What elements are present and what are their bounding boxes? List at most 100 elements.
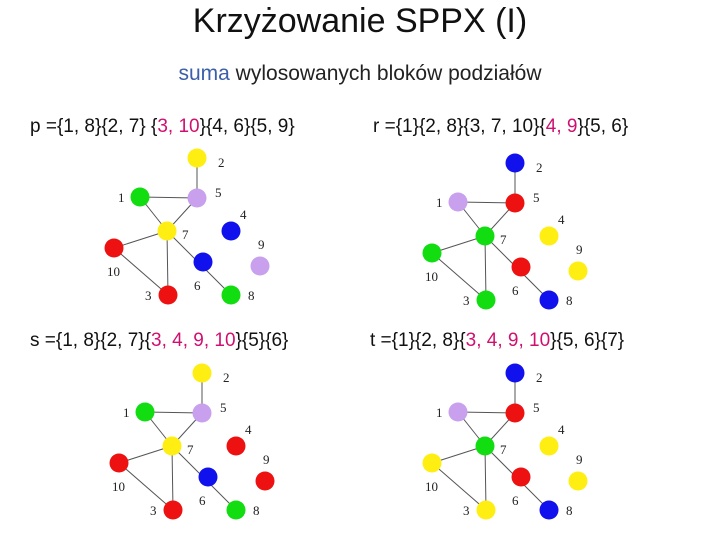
node-5 (505, 193, 525, 213)
label-r-highlight: 4, 9 (545, 116, 578, 137)
subtitle-rest: wylosowanych bloków podziałów (229, 62, 542, 85)
node-2 (505, 153, 525, 173)
node-3 (476, 500, 496, 520)
node-label-4: 4 (558, 212, 565, 227)
node-label-2: 2 (536, 370, 543, 385)
node-label-9: 9 (576, 242, 583, 257)
page-title: Krzyżowanie SPPX (I) (192, 2, 528, 40)
node-label-3: 3 (150, 503, 157, 518)
node-label-8: 8 (566, 503, 573, 518)
node-label-4: 4 (240, 207, 247, 222)
label-r: r ={1}{2, 8}{3, 7, 10}{4, 9}{5, 6} (373, 116, 628, 138)
edge-1-5 (144, 411, 203, 414)
node-9 (568, 471, 588, 491)
node-label-10: 10 (425, 479, 438, 494)
node-6 (511, 257, 531, 277)
node-2 (192, 363, 212, 383)
node-3 (163, 500, 183, 520)
node-label-5: 5 (533, 400, 540, 415)
edge-7-3 (166, 230, 169, 296)
node-label-7: 7 (500, 442, 507, 457)
node-4 (221, 221, 241, 241)
node-label-1: 1 (123, 405, 130, 420)
label-p-pre: p ={1, 8}{2, 7} { (30, 116, 158, 137)
node-7 (157, 221, 177, 241)
label-r-pre: r ={1}{2, 8}{3, 7, 10}{ (373, 116, 546, 137)
node-10 (104, 238, 124, 258)
node-7 (162, 436, 182, 456)
subtitle-accent: suma (178, 62, 230, 85)
edge-10-3 (113, 247, 169, 296)
edge-1-5 (457, 201, 516, 204)
label-s: s ={1, 8}{2, 7}{3, 4, 9, 10}{5}{6} (30, 330, 288, 352)
node-label-10: 10 (425, 269, 438, 284)
node-label-7: 7 (182, 227, 189, 242)
node-7 (475, 226, 495, 246)
page-subtitle: suma wylosowanych bloków podziałów (0, 62, 720, 86)
graph-s: 1 2 3 4 5 6 7 8 9 10 (109, 363, 275, 520)
node-10 (422, 243, 442, 263)
node-4 (539, 436, 559, 456)
node-8 (226, 500, 246, 520)
label-s-pre: s ={1, 8}{2, 7}{ (30, 330, 151, 351)
node-label-2: 2 (223, 370, 230, 385)
node-9 (568, 261, 588, 281)
node-6 (198, 467, 218, 487)
node-label-6: 6 (199, 493, 206, 508)
node-8 (221, 285, 241, 305)
edge-10-3 (118, 462, 174, 511)
node-7 (475, 436, 495, 456)
node-label-4: 4 (245, 422, 252, 437)
node-label-1: 1 (436, 405, 443, 420)
edge-7-3 (484, 235, 487, 301)
node-10 (422, 453, 442, 473)
node-label-3: 3 (463, 503, 470, 518)
node-label-8: 8 (248, 288, 255, 303)
label-p: p ={1, 8}{2, 7} {3, 10}{4, 6}{5, 9} (30, 116, 295, 138)
node-label-5: 5 (220, 400, 227, 415)
node-label-9: 9 (258, 237, 265, 252)
node-label-3: 3 (463, 293, 470, 308)
node-3 (158, 285, 178, 305)
node-label-5: 5 (215, 185, 222, 200)
node-label-7: 7 (500, 232, 507, 247)
node-1 (448, 402, 468, 422)
node-5 (187, 188, 207, 208)
label-r-post: }{5, 6} (577, 116, 629, 137)
node-label-9: 9 (263, 452, 270, 467)
node-6 (193, 252, 213, 272)
node-label-2: 2 (536, 160, 543, 175)
graph-r: 1 2 3 4 5 6 7 8 9 10 (422, 153, 588, 310)
node-label-6: 6 (194, 278, 201, 293)
node-9 (250, 256, 270, 276)
node-5 (505, 403, 525, 423)
node-label-10: 10 (107, 264, 120, 279)
node-10 (109, 453, 129, 473)
label-s-highlight: 3, 4, 9, 10 (151, 330, 236, 351)
edge-10-3 (431, 252, 487, 301)
node-label-5: 5 (533, 190, 540, 205)
edge-1-5 (457, 411, 516, 414)
node-label-3: 3 (145, 288, 152, 303)
label-p-highlight: 3, 10 (157, 116, 200, 137)
node-label-1: 1 (436, 195, 443, 210)
graph-t: 1 2 3 4 5 6 7 8 9 10 (422, 363, 588, 520)
node-label-8: 8 (253, 503, 260, 518)
node-label-7: 7 (187, 442, 194, 457)
edge-10-3 (431, 462, 487, 511)
node-label-8: 8 (566, 293, 573, 308)
node-label-2: 2 (218, 155, 225, 170)
node-8 (539, 500, 559, 520)
label-t: t ={1}{2, 8}{3, 4, 9, 10}{5, 6}{7} (370, 330, 624, 352)
node-2 (505, 363, 525, 383)
node-label-6: 6 (512, 493, 519, 508)
label-t-highlight: 3, 4, 9, 10 (465, 330, 551, 351)
edge-7-3 (484, 445, 487, 511)
node-9 (255, 471, 275, 491)
node-4 (539, 226, 559, 246)
label-t-pre: t ={1}{2, 8}{ (370, 330, 466, 351)
graph-p: 1 2 3 4 5 6 7 8 9 10 (104, 148, 270, 305)
edge-7-3 (171, 445, 174, 511)
node-4 (226, 436, 246, 456)
node-8 (539, 290, 559, 310)
